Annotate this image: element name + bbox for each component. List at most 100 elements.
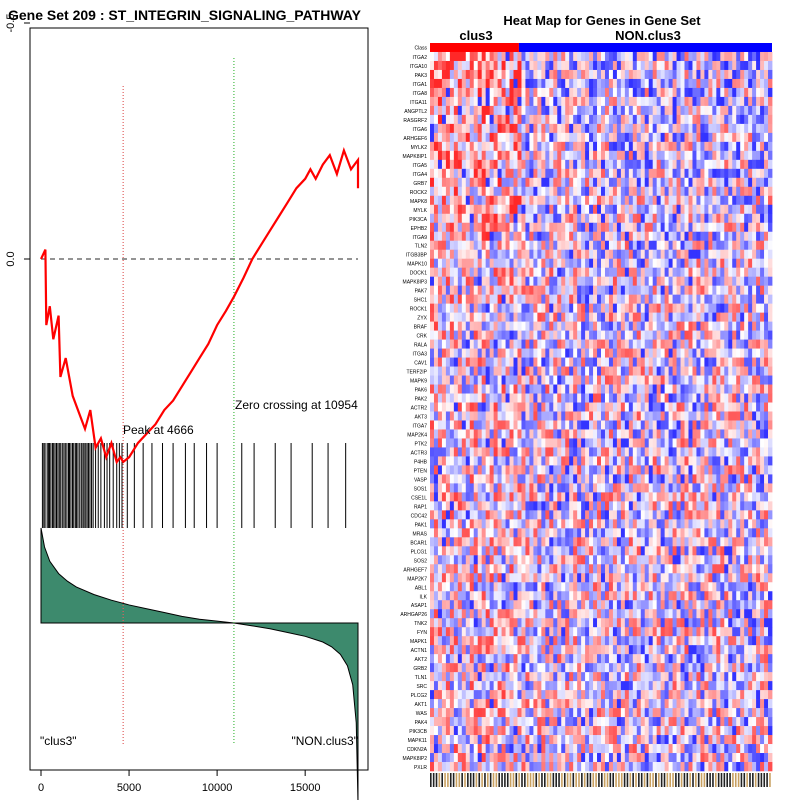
heatmap-cell [497, 357, 502, 367]
heatmap-cell [449, 429, 455, 439]
heatmap-cell [445, 402, 451, 412]
heatmap-cell [616, 420, 622, 430]
heatmap-cell [545, 402, 550, 412]
heatmap-cell [700, 285, 705, 295]
heatmap-cell [740, 231, 745, 242]
heatmap-cell [509, 438, 514, 448]
heatmap-cell [465, 69, 471, 80]
heatmap-cell [589, 96, 594, 107]
heatmap-cell [700, 384, 705, 394]
heatmap-cell [648, 150, 654, 161]
heatmap-cell [557, 204, 562, 215]
heatmap-cell [497, 60, 502, 71]
heatmap-cell [680, 231, 685, 242]
heatmap-cell [720, 105, 725, 116]
heatmap-cell [720, 528, 725, 538]
heatmap-cell [553, 222, 558, 233]
heatmap-cell [577, 240, 582, 251]
heatmap-cell [636, 510, 642, 520]
heatmap-cell [652, 276, 658, 286]
heatmap-cell [696, 60, 701, 71]
heatmap-cell [521, 132, 526, 143]
heatmap-cell [581, 402, 586, 412]
heatmap-cell [652, 240, 658, 251]
heatmap-cell [736, 321, 741, 331]
heatmap-cell [736, 114, 741, 125]
heatmap-cell [648, 123, 654, 134]
heatmap-cell [624, 150, 630, 161]
heatmap-cell [561, 474, 566, 484]
heatmap-cell [668, 60, 673, 71]
heatmap-cell [573, 267, 578, 277]
heatmap-cell [517, 258, 522, 268]
heatmap-cell [664, 87, 670, 98]
heatmap-cell [700, 483, 705, 493]
heatmap-cell [557, 510, 562, 520]
heatmap-cell [708, 87, 713, 98]
heatmap-cell [457, 357, 463, 367]
heatmap-cell [525, 483, 530, 493]
heatmap-cell [597, 231, 602, 242]
heatmap-cell [497, 276, 502, 286]
heatmap-cell [704, 546, 709, 556]
heatmap-cell [593, 429, 598, 439]
heatmap-cell [529, 303, 534, 313]
heatmap-cell [597, 204, 602, 215]
heatmap-cell [612, 285, 618, 295]
heatmap-cell [437, 195, 443, 206]
heatmap-cell [740, 420, 745, 430]
heatmap-cell [601, 168, 606, 179]
heatmap-cell [624, 483, 630, 493]
heatmap-cell [445, 483, 451, 493]
heatmap-cell [505, 186, 510, 197]
heatmap-cell [505, 168, 510, 179]
heatmap-cell [744, 501, 749, 511]
heatmap-cell [720, 492, 725, 502]
heatmap-cell [636, 60, 642, 71]
heatmap-cell [688, 438, 693, 448]
heatmap-cell [529, 249, 534, 260]
heatmap-cell [688, 267, 693, 277]
heatmap-cell [748, 303, 753, 313]
heatmap-cell [704, 258, 709, 268]
heatmap-cell [728, 141, 733, 152]
heatmap-cell [620, 348, 626, 358]
heatmap-cell [489, 258, 495, 268]
heatmap-cell [632, 114, 638, 125]
heatmap-cell [601, 402, 606, 412]
heatmap-cell [573, 285, 578, 295]
heatmap-cell [608, 339, 614, 349]
heatmap-cell [688, 411, 693, 421]
heatmap-cell [672, 339, 677, 349]
heatmap-cell [597, 546, 602, 556]
heatmap-cell [768, 474, 773, 484]
heatmap-cell [736, 60, 741, 71]
heatmap-cell [477, 258, 483, 268]
heatmap-cell [604, 78, 610, 89]
heatmap-cell [525, 249, 530, 260]
heatmap-cell [557, 366, 562, 376]
heatmap-cell [437, 177, 443, 188]
heatmap-cell [756, 465, 761, 475]
heatmap-cell [652, 87, 658, 98]
heatmap-cell [457, 474, 463, 484]
heatmap-cell [604, 348, 610, 358]
heatmap-cell [680, 456, 685, 466]
heatmap-cell [521, 240, 526, 251]
heatmap-cell [732, 123, 737, 134]
heatmap-cell [433, 465, 439, 475]
heatmap-cell [445, 87, 451, 98]
heatmap-cell [541, 213, 546, 224]
heatmap-cell [561, 447, 566, 457]
heatmap-cell [501, 114, 506, 125]
heatmap-cell [469, 384, 475, 394]
heatmap-cell [577, 267, 582, 277]
heatmap-cell [736, 195, 741, 206]
heatmap-cell [664, 420, 670, 430]
heatmap-cell [537, 357, 542, 367]
heatmap-cell [604, 132, 610, 143]
heatmap-cell [668, 465, 673, 475]
heatmap-cell [525, 213, 530, 224]
heatmap-cell [513, 420, 518, 430]
heatmap-cell [517, 150, 522, 161]
